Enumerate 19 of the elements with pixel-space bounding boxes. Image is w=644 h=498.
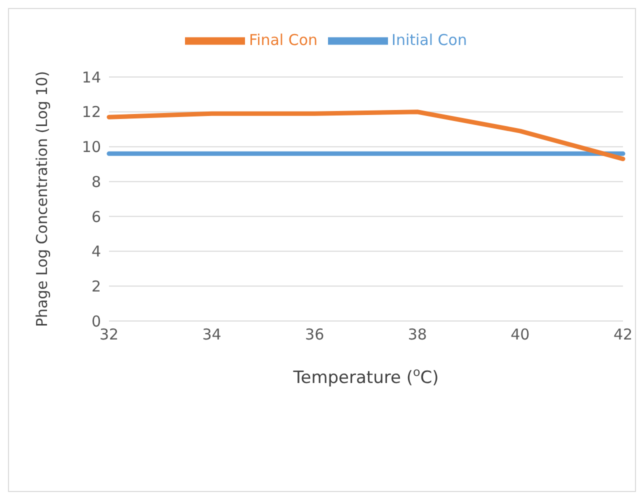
x-tick-label: 32	[99, 326, 119, 344]
y-tick-label: 12	[82, 103, 101, 122]
y-tick-label: 8	[91, 172, 101, 191]
legend-label: Final Con	[249, 31, 318, 50]
x-tick-label: 34	[202, 326, 222, 344]
y-tick-label: 0	[91, 312, 101, 330]
legend-label: Initial Con	[392, 31, 467, 50]
x-tick-label: 40	[510, 326, 530, 344]
x-tick-label: 42	[613, 326, 633, 344]
y-tick-label: 14	[82, 68, 101, 86]
x-axis-title: Temperature ($^{o}$C)	[292, 365, 439, 388]
y-tick-label: 2	[91, 277, 101, 296]
x-tick-label: 38	[408, 326, 427, 344]
y-axis-title: Phage Log Concentration (Log 10)	[33, 70, 51, 328]
line-series	[106, 110, 626, 162]
y-tick-label: 10	[82, 138, 101, 156]
y-tick-label: 4	[91, 242, 101, 261]
x-tick-label: 36	[305, 326, 324, 344]
y-tick-label: 6	[91, 208, 101, 226]
